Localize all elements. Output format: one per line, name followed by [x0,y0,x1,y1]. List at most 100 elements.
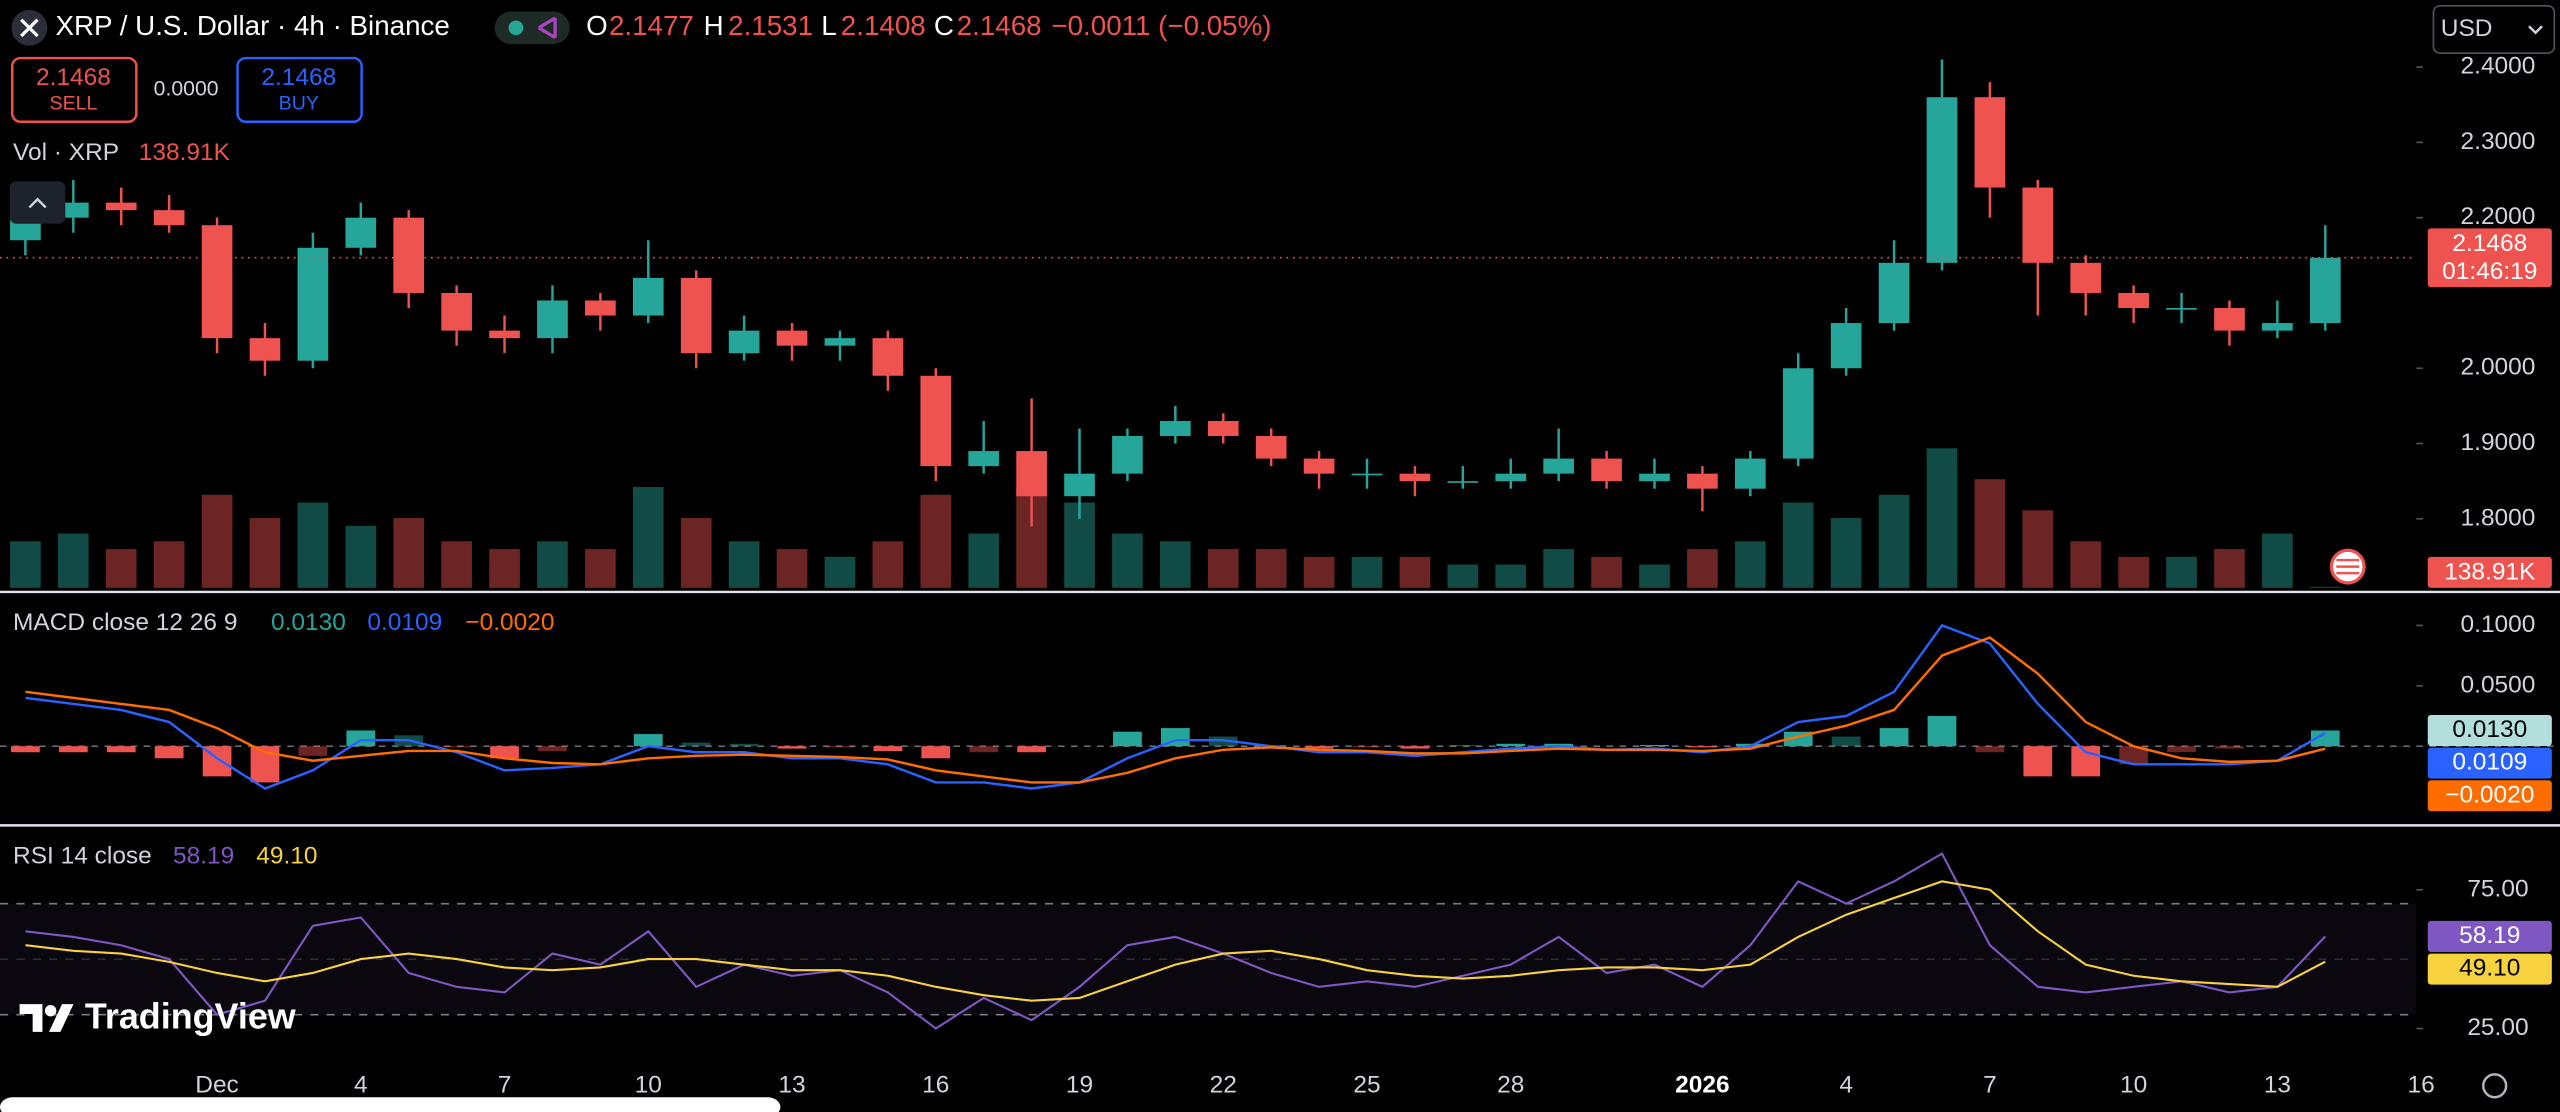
histogram-bar [729,743,759,747]
volume-bar [1830,518,1862,588]
histogram-bar [2167,746,2196,753]
volume-bar [1399,556,1431,588]
histogram-bar [1448,744,1478,747]
pane-title: MACD close 12 26 9 [13,609,237,636]
buy-button[interactable] [236,56,363,123]
rsi-line [25,852,2326,1030]
candle-body [201,225,233,339]
volume-bar [824,556,856,588]
candle-body [1112,436,1143,474]
candle-body [1591,458,1622,482]
x-tick-label: 4 [354,1071,368,1098]
candle-body [680,277,712,354]
volume-bar [680,518,712,588]
histogram-bar [2119,746,2149,765]
candle-body [1687,473,1718,489]
panes: 1.8000 1.9000 2.0000 2.2000 2.3000 2.4000 2.14… [0,53,2560,1098]
legend-value: 138.91K [139,139,231,166]
volume-bar [632,487,664,588]
currency: USD [2441,15,2493,42]
candle-body [968,451,1000,467]
pane-title: RSI 14 close [13,843,152,870]
volume-bar [1160,541,1191,588]
histogram-bar [1017,746,1046,753]
x-tick-label: 16 [2408,1071,2435,1098]
macd-line [25,636,2326,784]
volume-bar [1734,541,1766,588]
x-tick-label: Dec [195,1071,239,1098]
histogram-bar [1352,746,1382,748]
candle-body [2166,308,2197,310]
status-pill[interactable] [494,11,570,45]
axis-value: 0.0109 [2452,749,2527,776]
y-tick-label: 2.0000 [2461,354,2536,381]
candle-body [585,300,616,316]
candle-body [824,338,856,346]
sell-button[interactable] [11,56,138,123]
histogram-bar [825,746,855,748]
histogram-bar [873,746,903,752]
rsi-line [25,880,2326,1002]
candle-body [1064,473,1095,497]
candle-body [1734,458,1766,489]
ohlc-value: 2.1468 [957,10,1042,41]
logo-dot [44,1004,57,1017]
volume-bar [1687,549,1718,588]
x-tick-label: 19 [1066,1071,1093,1098]
volume-bar [2022,510,2054,588]
sell-price: 2.1468 [36,64,111,91]
volume-bar [2214,549,2245,588]
y-tick-label: 0.1000 [2461,611,2536,638]
ohlc-label: C [934,10,954,41]
volume-bar [1303,556,1335,588]
histogram-bar [538,746,567,752]
x-tick-label: 25 [1353,1071,1380,1098]
settings-button[interactable] [2482,1073,2508,1099]
bottom-panel[interactable] [0,1097,781,1112]
candle-body [2309,257,2341,324]
header: XRP / U.S. Dollar · 4h · Binance O 2.147… [11,9,1272,46]
volume-bar [10,541,41,588]
volume-bar [2070,541,2102,588]
histogram-bar [969,746,999,753]
volume-bar [537,541,568,588]
histogram-bar [1688,746,1717,748]
histogram-bar [1113,731,1142,747]
last-price: 2.1468 [2452,230,2527,257]
buy-price: 2.1468 [261,64,336,91]
volume-bar [1351,556,1383,588]
volume-bar [105,549,137,588]
y-tick-label: 75.00 [2467,875,2528,902]
candle-body [1255,436,1287,459]
candle-body [872,338,904,376]
candle-body [1303,458,1335,474]
volume-bar [2262,533,2293,588]
volume-bar [1112,533,1143,588]
currency-selector[interactable] [2432,4,2556,54]
histogram-bar [346,730,376,747]
collapse-button[interactable] [9,181,66,224]
histogram-bar [1544,743,1574,747]
collapse-icon [28,197,47,209]
volume-bar [1926,448,1958,588]
candle-body [776,330,808,346]
histogram-bar [1400,746,1430,749]
ohlc-value: 2.1531 [728,10,813,41]
volume-bar [201,494,233,588]
volume-bar [1064,502,1095,588]
ohlc-label: H [704,10,724,41]
axis-value-box [2427,920,2552,952]
y-tick-label: 0.0500 [2461,671,2536,698]
candle-body [1878,262,1910,324]
volume-bar [1639,564,1670,588]
ohlc-value: 2.1477 [609,10,694,41]
volume-bar [249,518,281,588]
axis-value-box [2427,780,2552,812]
histogram-bar [2215,746,2244,749]
legend-value: −0.0020 [465,609,554,636]
candle-body [2214,308,2245,331]
trade-buttons: 2.1468 SELL 0.0000 2.1468 BUY [11,56,363,123]
volume-bar [1447,564,1479,588]
